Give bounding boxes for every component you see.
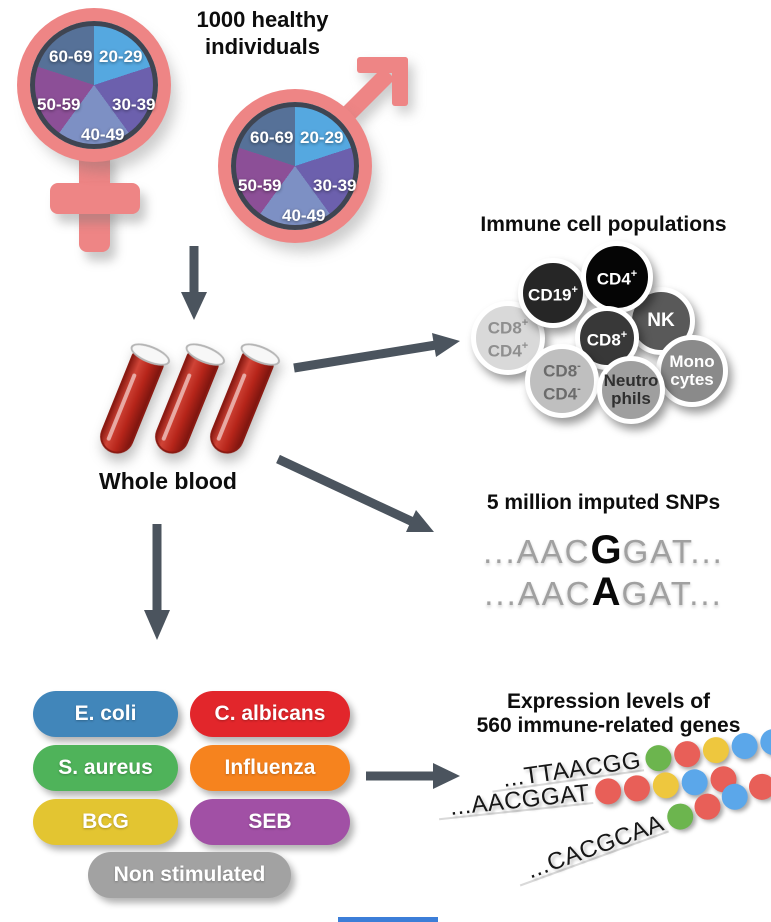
age-slice-label: 60-69: [49, 47, 93, 66]
sequence-text: ...AAC: [484, 575, 592, 612]
male-age-pie-chart: 60-69 20-29 50-59 30-39 40-49: [231, 102, 359, 230]
cell-label: Neutro: [603, 371, 659, 390]
cohort-title-line1: 1000 healthy: [196, 7, 329, 32]
cell-label: Mono: [669, 352, 715, 371]
expression-title-line2: 560 immune-related genes: [476, 714, 741, 737]
sequence-text: GAT...: [621, 575, 723, 612]
blue-dot: [717, 780, 752, 814]
red-dot: [672, 739, 703, 769]
blue-dot: [730, 731, 760, 761]
female-age-pie-chart: 60-69 20-29 50-59 30-39 40-49: [30, 21, 158, 149]
male-symbol-arrow: [340, 57, 408, 122]
gene-sequence-text: ...AACGGAT: [448, 779, 592, 821]
expression-title-line1: Expression levels of: [506, 690, 711, 713]
snp-title: 5 million imputed SNPs: [486, 491, 721, 514]
blue-dot: [758, 727, 771, 757]
arrow-blood-to-stimuli: [144, 524, 170, 640]
yellow-dot: [651, 771, 680, 800]
age-slice-label: 30-39: [313, 176, 357, 195]
female-symbol-cross-horizontal: [50, 183, 140, 214]
tube-highlight: [161, 372, 192, 442]
age-slice-label: 20-29: [300, 128, 344, 147]
cell-label: CD8: [487, 319, 522, 338]
cell-label: CD4: [543, 384, 578, 404]
arrow-blood-to-immune-cells: [293, 333, 460, 373]
tube-highlight: [216, 372, 247, 442]
cell-label: NK: [647, 310, 675, 331]
green-dot: [644, 743, 674, 773]
cell-label: CD19: [528, 285, 572, 305]
snp-allele: G: [590, 528, 623, 572]
red-dot: [745, 770, 771, 804]
snp-sequence-1: ...AACGGAT...: [446, 528, 761, 573]
age-slice-label: 50-59: [238, 176, 282, 195]
age-slice-label: 20-29: [99, 47, 143, 66]
red-dot: [690, 790, 724, 824]
whole-blood-label: Whole blood: [99, 468, 237, 494]
yellow-dot: [701, 735, 731, 765]
red-dot: [593, 777, 622, 806]
cell-label: CD4: [487, 341, 522, 361]
expression-title: Expression levels of 560 immune-related …: [446, 690, 771, 738]
sequence-text: GAT...: [622, 533, 724, 570]
stimulus-pill-bcg: BCG: [33, 799, 178, 845]
green-dot: [663, 800, 697, 834]
age-slice-label: 60-69: [250, 128, 294, 147]
bottom-crop-line: [338, 917, 438, 922]
sequence-text: ...AAC: [483, 533, 591, 570]
age-slice-label: 50-59: [37, 95, 81, 114]
cohort-title: 1000 healthy individuals: [150, 6, 375, 60]
cell-circle-neutrophils: Neutro phils: [597, 356, 665, 424]
age-slice-label: 40-49: [282, 206, 326, 225]
age-slice-label: 30-39: [112, 95, 156, 114]
stimulus-pill-non-stimulated: Non stimulated: [88, 852, 291, 898]
cell-label: CD8: [586, 330, 621, 350]
cell-circle-cd19pos: CD19+: [518, 258, 588, 328]
cell-circle-cd4pos: CD4+: [581, 241, 653, 313]
gene-sequence-text: ...CACGCAA: [523, 809, 668, 885]
arrow-blood-to-snps: [276, 454, 434, 532]
cell-label: phils: [611, 389, 651, 408]
age-slice-label: 40-49: [81, 125, 125, 144]
cell-label: CD4: [596, 269, 631, 289]
stimulus-pill-seb: SEB: [190, 799, 350, 845]
snp-allele: A: [591, 570, 622, 614]
arrow-stimuli-to-expression: [366, 763, 460, 789]
cell-label: cytes: [670, 370, 714, 389]
cohort-title-line2: individuals: [205, 34, 320, 59]
arrow-cohort-to-blood: [181, 246, 207, 320]
stimulus-pill-c-albicans: C. albicans: [190, 691, 350, 737]
immune-cells-title: Immune cell populations: [480, 213, 727, 236]
red-dot: [622, 774, 651, 803]
stimulus-pill-s-aureus: S. aureus: [33, 745, 178, 791]
cell-label: CD8: [543, 362, 578, 381]
cell-circle-cd8neg-cd4neg: CD8- CD4-: [525, 344, 599, 418]
snp-sequence-2: ...AACAGAT...: [446, 570, 761, 615]
tube-highlight: [106, 372, 137, 442]
stimulus-pill-influenza: Influenza: [190, 745, 350, 791]
cell-circle-monocytes: Mono cytes: [656, 335, 728, 407]
stimulus-pill-e-coli: E. coli: [33, 691, 178, 737]
